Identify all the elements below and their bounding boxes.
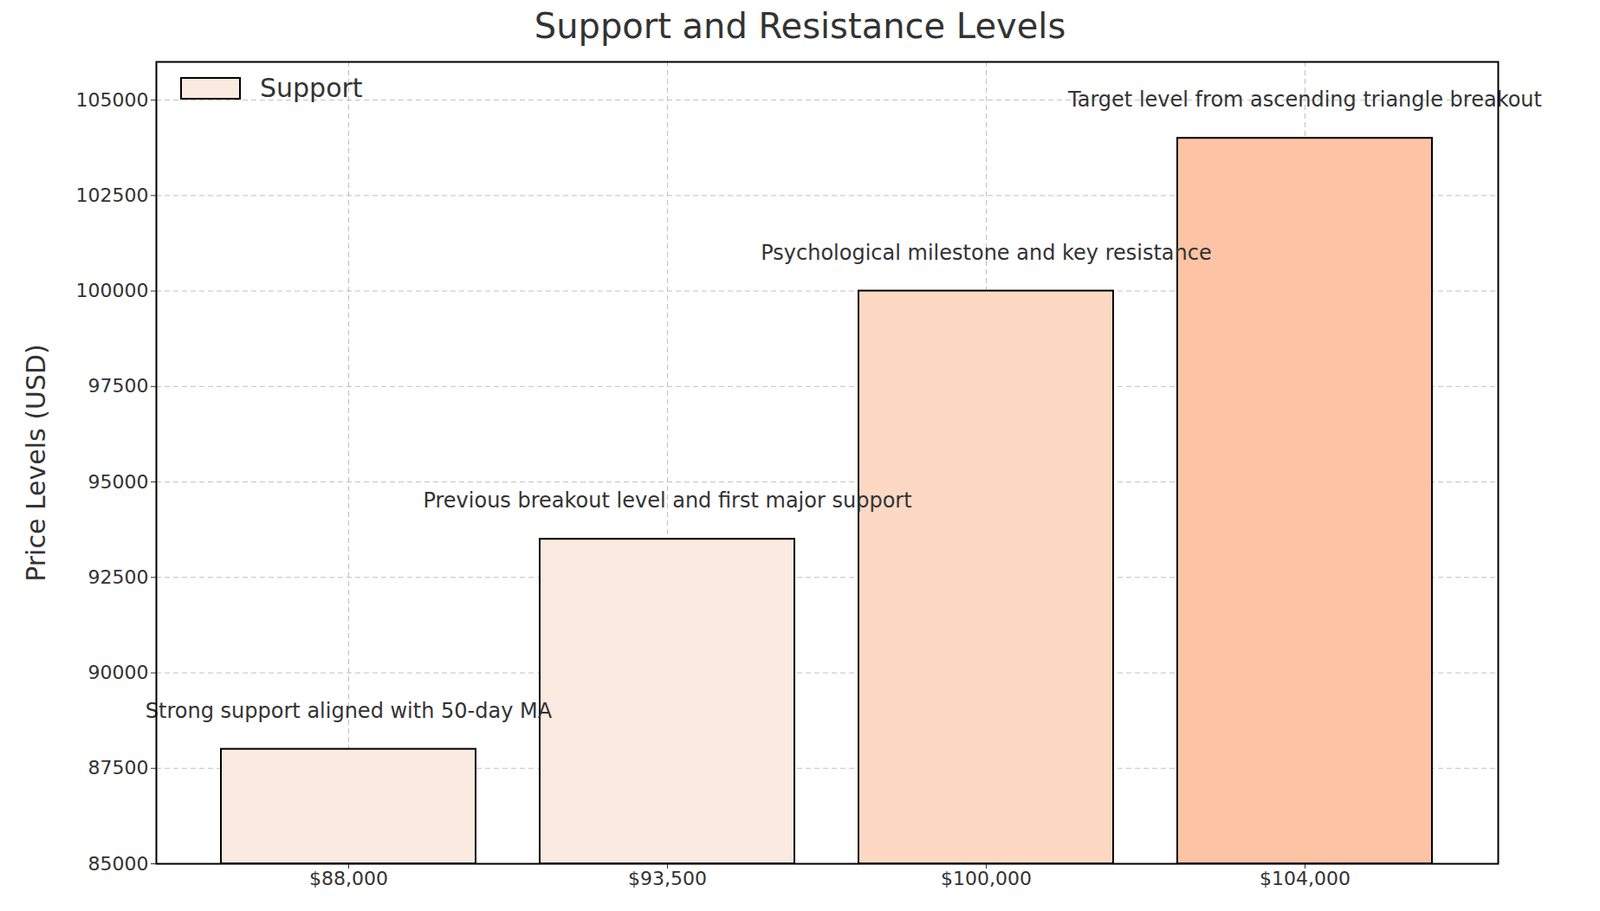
svg-text:$93,500: $93,500 xyxy=(628,868,707,890)
svg-text:$100,000: $100,000 xyxy=(940,868,1032,890)
html-text:Support: Support xyxy=(259,72,363,104)
svg-text:90000: 90000 xyxy=(88,661,149,684)
svg-text:$88,000: $88,000 xyxy=(309,868,389,890)
svg-text:92500: 92500 xyxy=(88,566,149,589)
svg-text:$104,000: $104,000 xyxy=(1259,868,1351,890)
svg-text:97500: 97500 xyxy=(88,375,149,397)
svg-text:87500: 87500 xyxy=(88,757,149,779)
svg-text:Price Levels (USD): Price Levels (USD) xyxy=(20,343,52,583)
svg-text:Target level from ascending tr: Target level from ascending triangle bre… xyxy=(1067,87,1542,112)
svg-text:102500: 102500 xyxy=(76,184,149,207)
svg-text:85000: 85000 xyxy=(88,853,149,875)
svg-text:Psychological milestone and ke: Psychological milestone and key resistan… xyxy=(760,240,1212,266)
svg-text:Strong support aligned with 50: Strong support aligned with 50-day MA xyxy=(145,699,553,724)
svg-text:Previous breakout level and fi: Previous breakout level and first major … xyxy=(422,488,912,513)
html-text:Support and Resistance Levels: Support and Resistance Levels xyxy=(534,6,1066,46)
svg-text:95000: 95000 xyxy=(88,471,149,493)
svg-text:105000: 105000 xyxy=(76,89,149,111)
svg-text:100000: 100000 xyxy=(76,279,149,302)
